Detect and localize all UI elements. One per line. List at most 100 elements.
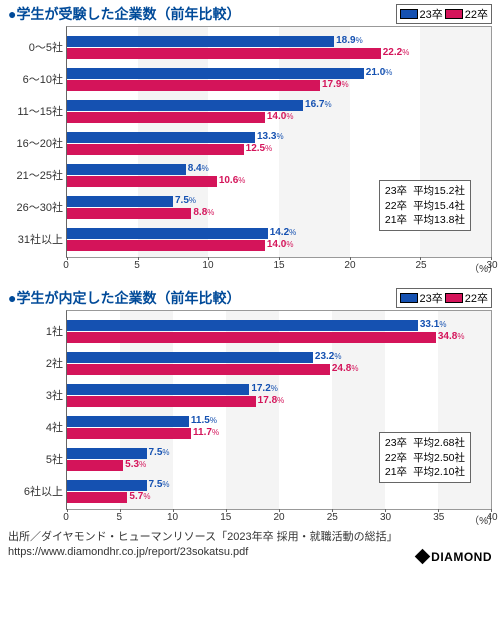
bar-group: 13.3%12.5% bbox=[67, 131, 491, 156]
x-tick-label: 15 bbox=[273, 260, 284, 271]
bar-group: 16.7%14.0% bbox=[67, 99, 491, 124]
bar-23: 33.1% bbox=[67, 320, 418, 331]
x-unit: （%） bbox=[469, 512, 498, 527]
bar-group: 23.2%24.8% bbox=[67, 351, 491, 376]
category-row: 0～5社18.9%22.2% bbox=[67, 31, 491, 63]
chart1-title: ●学生が受験した企業数（前年比較） bbox=[8, 4, 240, 24]
chart2-title-row: ●学生が内定した企業数（前年比較） 23卒 22卒 bbox=[8, 288, 492, 308]
bar-22-value: 14.0% bbox=[265, 239, 294, 250]
legend-22: 22卒 bbox=[445, 290, 488, 306]
x-unit: （%） bbox=[469, 260, 498, 275]
bar-23: 7.5% bbox=[67, 480, 147, 491]
bar-23-value: 13.3% bbox=[255, 131, 284, 142]
bar-group: 18.9%22.2% bbox=[67, 35, 491, 60]
bar-22: 5.3% bbox=[67, 460, 123, 471]
x-tick-label: 20 bbox=[344, 260, 355, 271]
chart1-legend: 23卒 22卒 bbox=[396, 4, 493, 24]
avg-row: 21卒平均2.10社 bbox=[385, 465, 465, 479]
avg-label: 22卒 bbox=[385, 199, 407, 213]
category-label: 0～5社 bbox=[29, 39, 67, 55]
category-label: 4社 bbox=[46, 419, 67, 435]
avg-value: 平均15.2社 bbox=[413, 184, 465, 198]
chart1-x-axis: 051015202530（%） bbox=[66, 258, 492, 274]
bar-23: 16.7% bbox=[67, 100, 303, 111]
source-line1: 出所／ダイヤモンド・ヒューマンリソース「2023年卒 採用・就職活動の総括」 bbox=[8, 530, 492, 545]
bar-22: 10.6% bbox=[67, 176, 217, 187]
legend-23: 23卒 bbox=[400, 6, 443, 22]
x-tick-label: 35 bbox=[433, 512, 444, 523]
category-row: 1社33.1%34.8% bbox=[67, 315, 491, 347]
bar-23-value: 7.5% bbox=[147, 447, 170, 458]
avg-row: 23卒平均2.68社 bbox=[385, 436, 465, 450]
bar-22-value: 24.8% bbox=[330, 363, 359, 374]
bar-22: 8.8% bbox=[67, 208, 191, 219]
bar-23-value: 11.5% bbox=[189, 415, 217, 426]
avg-row: 22卒平均15.4社 bbox=[385, 199, 465, 213]
bar-23: 17.2% bbox=[67, 384, 249, 395]
bar-23-value: 14.2% bbox=[268, 227, 297, 238]
category-label: 6～10社 bbox=[23, 71, 67, 87]
bar-23: 13.3% bbox=[67, 132, 255, 143]
bar-23-value: 7.5% bbox=[173, 195, 196, 206]
x-tick-label: 0 bbox=[63, 260, 69, 271]
avg-row: 22卒平均2.50社 bbox=[385, 451, 465, 465]
bar-23-value: 7.5% bbox=[147, 479, 170, 490]
legend-22-label: 22卒 bbox=[465, 290, 488, 306]
legend-23: 23卒 bbox=[400, 290, 443, 306]
bar-22: 24.8% bbox=[67, 364, 330, 375]
diamond-icon bbox=[415, 549, 431, 565]
bar-22: 11.7% bbox=[67, 428, 191, 439]
legend-23-label: 23卒 bbox=[420, 290, 443, 306]
x-tick-label: 5 bbox=[134, 260, 140, 271]
category-label: 26～30社 bbox=[17, 199, 67, 215]
legend-23-label: 23卒 bbox=[420, 6, 443, 22]
bar-23: 21.0% bbox=[67, 68, 364, 79]
bar-22-value: 17.9% bbox=[320, 79, 349, 90]
bar-23: 8.4% bbox=[67, 164, 186, 175]
bar-22: 12.5% bbox=[67, 144, 244, 155]
bar-23-value: 33.1% bbox=[418, 319, 447, 330]
bar-22-value: 34.8% bbox=[436, 331, 465, 342]
x-tick-label: 25 bbox=[415, 260, 426, 271]
bar-23-value: 8.4% bbox=[186, 163, 209, 174]
bar-23: 18.9% bbox=[67, 36, 334, 47]
bar-22: 17.8% bbox=[67, 396, 256, 407]
chart1-title-row: ●学生が受験した企業数（前年比較） 23卒 22卒 bbox=[8, 4, 492, 24]
chart2-title: ●学生が内定した企業数（前年比較） bbox=[8, 288, 240, 308]
bar-23-value: 16.7% bbox=[303, 99, 332, 110]
category-label: 1社 bbox=[46, 323, 67, 339]
x-tick-label: 30 bbox=[380, 512, 391, 523]
category-label: 11～15社 bbox=[17, 103, 67, 119]
category-row: 11～15社16.7%14.0% bbox=[67, 95, 491, 127]
x-tick-label: 20 bbox=[273, 512, 284, 523]
bar-group: 21.0%17.9% bbox=[67, 67, 491, 92]
legend-22-label: 22卒 bbox=[465, 6, 488, 22]
bar-22: 34.8% bbox=[67, 332, 436, 343]
x-tick-label: 0 bbox=[63, 512, 69, 523]
legend-22: 22卒 bbox=[445, 6, 488, 22]
bar-23-value: 17.2% bbox=[249, 383, 278, 394]
legend-23-swatch bbox=[400, 293, 418, 303]
bar-22-value: 12.5% bbox=[244, 143, 273, 154]
logo-text: DIAMOND bbox=[431, 550, 492, 564]
bar-23: 14.2% bbox=[67, 228, 268, 239]
avg-label: 23卒 bbox=[385, 184, 407, 198]
bar-23-value: 23.2% bbox=[313, 351, 342, 362]
category-label: 5社 bbox=[46, 451, 67, 467]
category-label: 16～20社 bbox=[17, 135, 67, 151]
bar-23-value: 18.9% bbox=[334, 35, 363, 46]
category-row: 3社17.2%17.8% bbox=[67, 379, 491, 411]
legend-22-swatch bbox=[445, 293, 463, 303]
bar-23: 11.5% bbox=[67, 416, 189, 427]
diamond-logo: DIAMOND bbox=[417, 550, 492, 564]
avg-row: 23卒平均15.2社 bbox=[385, 184, 465, 198]
avg-value: 平均13.8社 bbox=[413, 213, 465, 227]
avg-label: 21卒 bbox=[385, 465, 407, 479]
chart2-legend: 23卒 22卒 bbox=[396, 288, 493, 308]
bar-23-value: 21.0% bbox=[364, 67, 393, 78]
chart1-container: ●学生が受験した企業数（前年比較）23卒22卒0～5社18.9%22.2%6～1… bbox=[0, 0, 500, 274]
avg-row: 21卒平均13.8社 bbox=[385, 213, 465, 227]
avg-value: 平均15.4社 bbox=[413, 199, 465, 213]
x-tick-label: 5 bbox=[116, 512, 122, 523]
category-row: 16～20社13.3%12.5% bbox=[67, 127, 491, 159]
